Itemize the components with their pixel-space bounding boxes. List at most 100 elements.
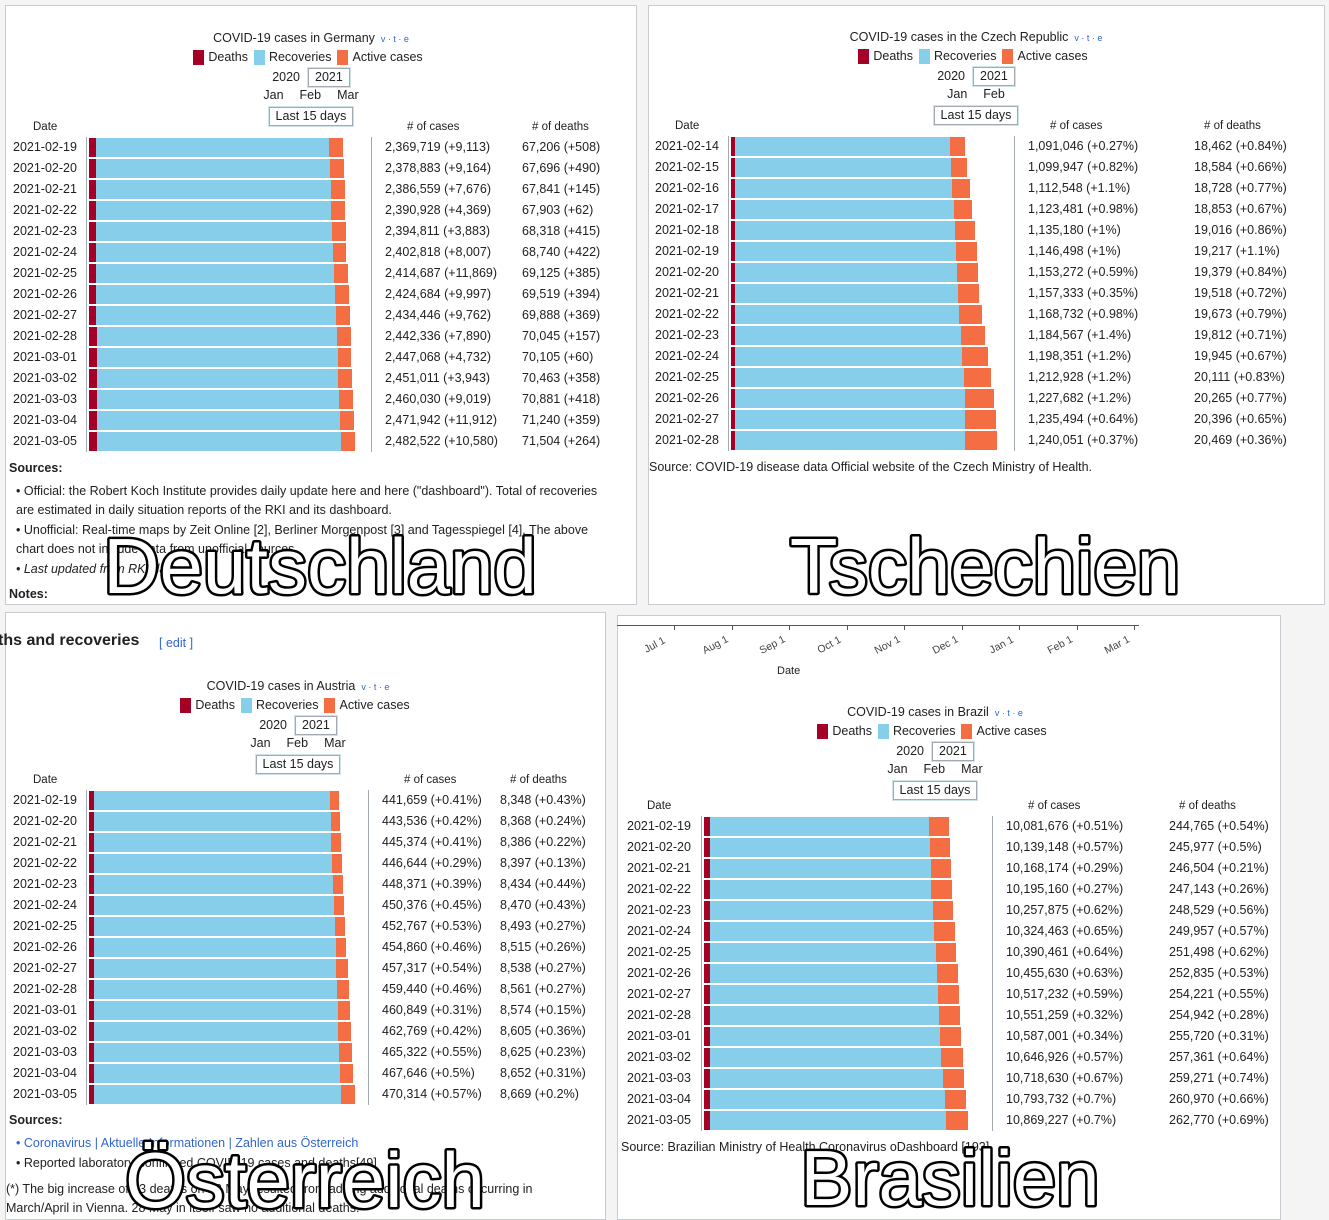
cases-cell: 441,659 (+0.41%) (382, 793, 482, 807)
month-link[interactable]: Feb (923, 762, 946, 776)
year-button[interactable]: 2020 (259, 718, 287, 732)
row-date: 2021-02-24 (13, 898, 77, 912)
active-segment (337, 980, 349, 999)
row-date: 2021-02-25 (13, 266, 77, 280)
cases-cell: 457,317 (+0.54%) (382, 961, 482, 975)
row-date: 2021-02-26 (627, 966, 691, 980)
row-date: 2021-02-24 (627, 924, 691, 938)
vte-links[interactable]: v · t · e (380, 34, 409, 44)
country-label: Brasilien (800, 1134, 1099, 1220)
column-header: # of cases (407, 121, 460, 133)
month-link[interactable]: Feb (299, 88, 322, 102)
column-header: # of cases (404, 774, 457, 786)
month-link[interactable]: Mar (324, 736, 346, 750)
death-segment (704, 922, 711, 941)
legend-item: Deaths (193, 50, 248, 65)
vte-links[interactable]: v · t · e (361, 682, 390, 692)
cases-cell: 1,198,351 (+1.2%) (1028, 349, 1132, 363)
recovery-segment (710, 1006, 940, 1025)
active-segment (338, 390, 353, 409)
month-link[interactable]: Jan (887, 762, 908, 776)
cases-cell: 2,386,559 (+7,676) (385, 182, 491, 196)
row-date: 2021-03-04 (13, 413, 77, 427)
cases-cell: 2,447,068 (+4,732) (385, 350, 491, 364)
deaths-cell: 18,728 (+0.77%) (1194, 181, 1287, 195)
year-button[interactable]: 2020 (272, 70, 300, 84)
note-text: Source: Brazilian Ministry of Health Cor… (621, 1140, 990, 1154)
cases-cell: 470,314 (+0.57%) (382, 1087, 482, 1101)
year-button[interactable]: 2021 (294, 715, 338, 736)
death-segment (89, 369, 97, 388)
death-segment (704, 1006, 711, 1025)
column-header: # of deaths (532, 121, 589, 133)
legend-label: Recoveries (892, 724, 956, 738)
active-segment (935, 943, 957, 962)
year-button[interactable]: 2021 (307, 67, 351, 88)
row-date: 2021-02-19 (627, 819, 691, 833)
month-link[interactable]: Feb (286, 736, 309, 750)
active-segment (930, 838, 951, 857)
note-text: • Official: the Robert Koch Institute pr… (16, 484, 598, 517)
active-segment (963, 368, 992, 387)
month-link[interactable]: Jan (947, 87, 968, 101)
active-segment (331, 201, 346, 220)
cases-cell: 2,414,687 (+11,869) (385, 266, 498, 280)
active-segment (938, 985, 960, 1004)
vte-links[interactable]: v · t · e (994, 708, 1023, 718)
cases-cell: 445,374 (+0.41%) (382, 835, 482, 849)
death-segment (89, 306, 97, 325)
cases-cell: 1,123,481 (+0.98%) (1028, 202, 1139, 216)
death-segment (89, 938, 94, 957)
row-date: 2021-03-03 (627, 1071, 691, 1085)
legend-label: Active cases (976, 724, 1047, 738)
month-link[interactable]: Mar (337, 88, 359, 102)
axis-tick (1134, 625, 1135, 630)
month-link[interactable]: Jan (250, 736, 271, 750)
death-segment (731, 242, 736, 261)
table-title: COVID-19 cases in Austria v · t · e (138, 679, 458, 695)
deaths-cell: 251,498 (+0.62%) (1169, 945, 1269, 959)
active-segment (937, 964, 958, 983)
last-15-button[interactable]: Last 15 days (254, 754, 342, 775)
recovery-segment (96, 138, 329, 157)
year-button[interactable]: 2020 (937, 69, 965, 83)
title-text: COVID-19 cases in Germany (213, 31, 375, 45)
deaths-cell: 18,462 (+0.84%) (1194, 139, 1287, 153)
recovery-segment (735, 263, 957, 282)
cases-cell: 1,168,732 (+0.98%) (1028, 307, 1139, 321)
vte-links[interactable]: v · t · e (1074, 33, 1103, 43)
recovery-segment (735, 410, 966, 429)
last-15-button[interactable]: Last 15 days (932, 105, 1020, 126)
cases-cell: 2,369,719 (+9,113) (385, 140, 491, 154)
recovery-segment (93, 1085, 341, 1104)
deaths-cell: 67,206 (+508) (522, 140, 601, 154)
year-button[interactable]: 2021 (931, 741, 975, 762)
table-title: COVID-19 cases in the Czech Republic v · … (816, 30, 1136, 46)
year-button[interactable]: 2021 (972, 66, 1016, 87)
recovery-segment (93, 854, 332, 873)
legend: Deaths Recoveries Active cases (775, 724, 1095, 739)
recovery-segment (710, 922, 935, 941)
recovery-segment (96, 222, 332, 241)
year-selector: 2020 2021 (816, 66, 1136, 87)
death-segment (89, 180, 97, 199)
deaths-cell: 19,217 (+1.1%) (1194, 244, 1280, 258)
year-button[interactable]: 2020 (896, 744, 924, 758)
axis-label: Date (777, 665, 801, 677)
month-link[interactable]: Jan (263, 88, 284, 102)
recovery-segment (96, 411, 341, 430)
legend-swatch (253, 50, 265, 65)
row-date: 2021-02-27 (13, 961, 77, 975)
row-date: 2021-02-28 (13, 329, 77, 343)
active-segment (337, 1001, 350, 1020)
column-header: # of deaths (1179, 800, 1236, 812)
last-15-button[interactable]: Last 15 days (267, 106, 355, 127)
month-link[interactable]: Mar (961, 762, 983, 776)
recovery-segment (735, 389, 965, 408)
axis-tick (961, 625, 963, 630)
last-15-button[interactable]: Last 15 days (891, 780, 979, 801)
death-segment (731, 200, 736, 219)
month-link[interactable]: Feb (983, 87, 1005, 101)
deaths-cell: 246,504 (+0.21%) (1169, 861, 1269, 875)
death-segment (89, 875, 94, 894)
